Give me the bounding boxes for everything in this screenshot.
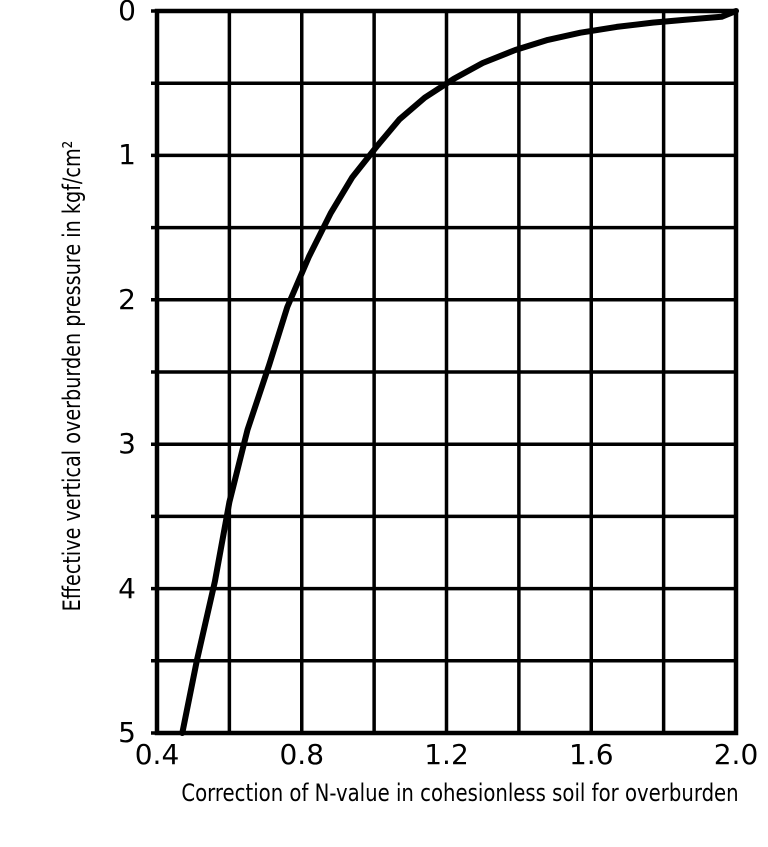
x-tick-label: 2.0 (713, 738, 759, 771)
y-tick-label: 0 (118, 0, 136, 27)
correction-curve (179, 8, 739, 736)
x-tick-label: 1.2 (424, 738, 469, 771)
plot-border (154, 8, 739, 736)
y-axis-title: Effective vertical overburden pressure i… (58, 140, 86, 612)
y-tick-label: 3 (118, 427, 136, 461)
x-tick-label: 0.8 (279, 738, 325, 771)
y-tick-label: 4 (118, 571, 136, 605)
y-tick-label: 5 (118, 716, 136, 749)
y-tick-label: 1 (118, 138, 136, 172)
y-tick-label: 2 (118, 282, 136, 316)
x-tick-label: 1.6 (568, 738, 614, 771)
x-axis-title: Correction of N-value in cohesionless so… (181, 779, 739, 807)
x-tick-label: 0.4 (134, 738, 180, 771)
